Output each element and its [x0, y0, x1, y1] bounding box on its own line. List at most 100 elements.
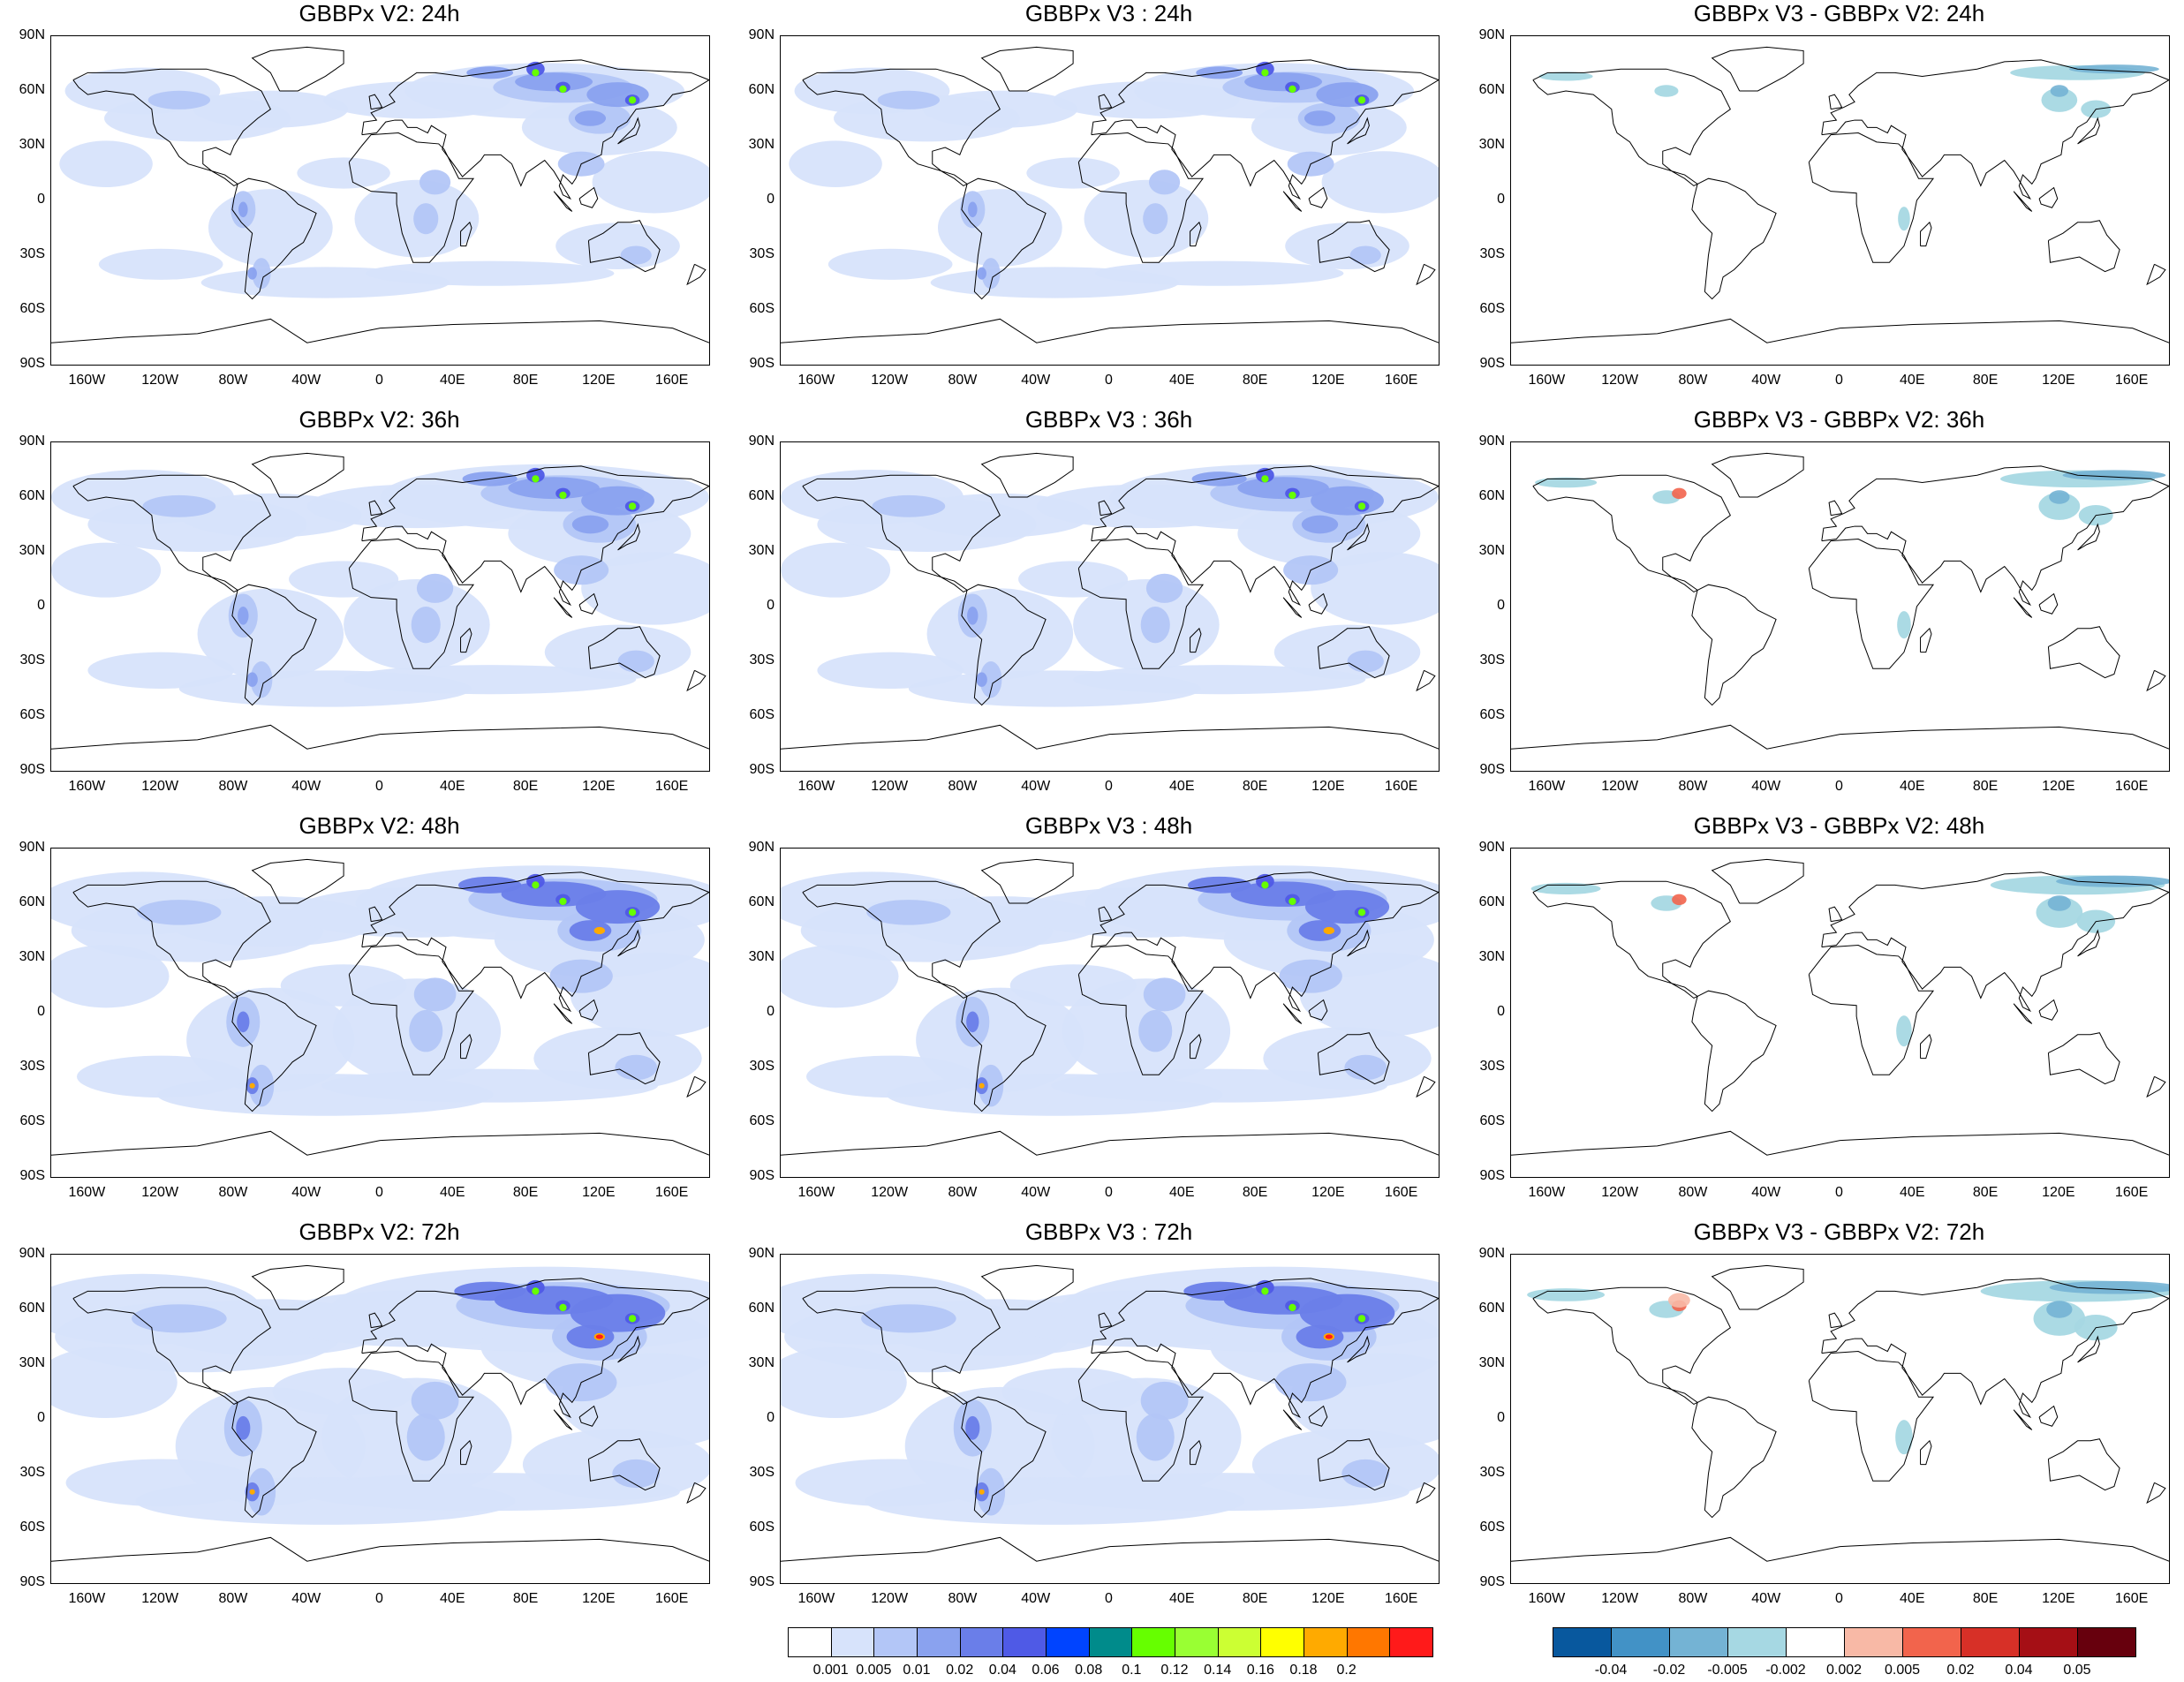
lon-tick-label: 120W — [141, 373, 179, 388]
lon-tick-label: 160W — [1528, 1185, 1566, 1200]
lon-tick-label: 40W — [291, 779, 321, 794]
coastline — [578, 999, 599, 1021]
lon-tick-label: 160W — [1528, 1591, 1566, 1606]
colorbar-swatch — [1002, 1627, 1047, 1657]
coastline — [1691, 990, 1777, 1113]
lon-tick-label: 160E — [2114, 1591, 2149, 1606]
coastline — [686, 669, 707, 692]
lon-tick-label: 40W — [1021, 373, 1051, 388]
colorbar-swatch — [830, 1627, 875, 1657]
lon-tick-label: 160W — [68, 1591, 106, 1606]
lon-tick-label: 80W — [1678, 1185, 1708, 1200]
lon-tick-label: 80W — [1678, 373, 1708, 388]
lat-tick-label: 30S — [19, 1465, 45, 1480]
lon-tick-label: 40W — [1021, 1591, 1051, 1606]
coastline — [1091, 465, 1439, 607]
coastline — [1920, 221, 1932, 247]
colorbar-label: -0.002 — [1765, 1663, 1806, 1678]
lat-tick-label: 90S — [19, 762, 45, 777]
lat-tick-label: 90N — [19, 434, 45, 449]
lon-tick-label: 40W — [1751, 1185, 1781, 1200]
lon-tick-label: 0 — [1835, 1591, 1843, 1606]
lon-tick-label: 40E — [1169, 1591, 1195, 1606]
lat-tick-label: 60N — [1478, 894, 1505, 909]
lon-tick-label: 40E — [1900, 1591, 1925, 1606]
coastline — [1347, 117, 1370, 145]
colorbar-swatch — [1131, 1627, 1175, 1657]
coastline — [1190, 221, 1202, 247]
lat-tick-label: 90N — [1478, 840, 1505, 855]
lon-tick-label: 40E — [1900, 1185, 1925, 1200]
lat-tick-label: 60N — [1478, 488, 1505, 503]
coastline — [1282, 191, 1303, 212]
coastline — [1828, 500, 1843, 517]
lon-tick-label: 160W — [797, 1185, 835, 1200]
lat-tick-label: 0 — [37, 192, 45, 207]
coastline — [1282, 597, 1303, 618]
coastline — [72, 1286, 271, 1406]
colorbar-label: 0.04 — [2005, 1663, 2033, 1678]
lat-tick-label: 30N — [19, 543, 45, 558]
lon-tick-label: 120W — [871, 373, 909, 388]
lon-tick-label: 80W — [218, 1591, 248, 1606]
colorbar-swatch — [1961, 1627, 2020, 1657]
colorbar-swatch — [1088, 1627, 1133, 1657]
lon-tick-label: 160W — [797, 779, 835, 794]
coastline — [802, 474, 1001, 593]
coastline — [1532, 68, 1731, 187]
lat-tick-label: 90S — [1479, 1574, 1505, 1589]
coastline — [251, 858, 344, 904]
lon-tick-label: 80W — [1678, 1591, 1708, 1606]
coastline — [51, 1130, 709, 1156]
coastline — [460, 627, 472, 653]
coastline — [361, 1278, 709, 1419]
coastline — [578, 592, 599, 615]
lat-tick-label: 0 — [1497, 1004, 1505, 1019]
lat-tick-label: 90N — [748, 1246, 775, 1261]
lat-tick-label: 0 — [767, 1410, 775, 1425]
coastline — [2077, 929, 2100, 957]
lon-tick-label: 120W — [141, 1185, 179, 1200]
coastline — [1821, 871, 2169, 1013]
coastline — [1808, 1351, 1935, 1482]
colorbar-label: 0.18 — [1289, 1663, 1318, 1678]
coastline — [1317, 1032, 1390, 1085]
lon-tick-label: 160W — [797, 373, 835, 388]
lat-tick-label: 30N — [748, 137, 775, 152]
coastline — [1711, 1264, 1804, 1310]
concentration-map — [50, 848, 710, 1178]
lon-tick-label: 160W — [68, 779, 106, 794]
lat-tick-label: 60N — [748, 488, 775, 503]
coastline — [361, 871, 709, 1013]
lon-tick-label: 80E — [1242, 779, 1268, 794]
colorbar-swatch — [1727, 1627, 1787, 1657]
lat-tick-label: 60S — [1479, 1520, 1505, 1535]
panel-title: GBBPx V3 : 72h — [1024, 1218, 1193, 1245]
colorbar-label: 0.002 — [1825, 1663, 1863, 1678]
lon-tick-label: 40E — [440, 373, 465, 388]
coastline — [361, 59, 709, 200]
coastline — [686, 1482, 707, 1505]
lon-tick-label: 120W — [1601, 779, 1639, 794]
lat-tick-label: 60N — [1478, 1301, 1505, 1316]
lon-tick-label: 0 — [1835, 373, 1843, 388]
coastline — [72, 68, 271, 187]
lon-tick-label: 40E — [1900, 373, 1925, 388]
coastline — [348, 132, 475, 263]
coastline — [980, 452, 1074, 498]
lat-tick-label: 60S — [19, 301, 45, 316]
lat-tick-label: 60S — [19, 707, 45, 722]
lat-tick-label: 60S — [19, 1113, 45, 1128]
coastline — [1691, 1396, 1777, 1519]
lon-tick-label: 80E — [1242, 1185, 1268, 1200]
panel-title: GBBPx V2: 72h — [299, 1218, 460, 1245]
lon-tick-label: 40W — [291, 373, 321, 388]
lat-tick-label: 60N — [748, 82, 775, 97]
lon-tick-label: 160E — [2114, 1185, 2149, 1200]
panel-title: GBBPx V3 : 36h — [1024, 406, 1193, 433]
lon-tick-label: 80W — [948, 1591, 978, 1606]
coastline — [1190, 627, 1202, 653]
coastline — [1416, 1075, 1436, 1098]
concentration-map — [780, 441, 1440, 772]
lat-tick-label: 30N — [1478, 949, 1505, 964]
